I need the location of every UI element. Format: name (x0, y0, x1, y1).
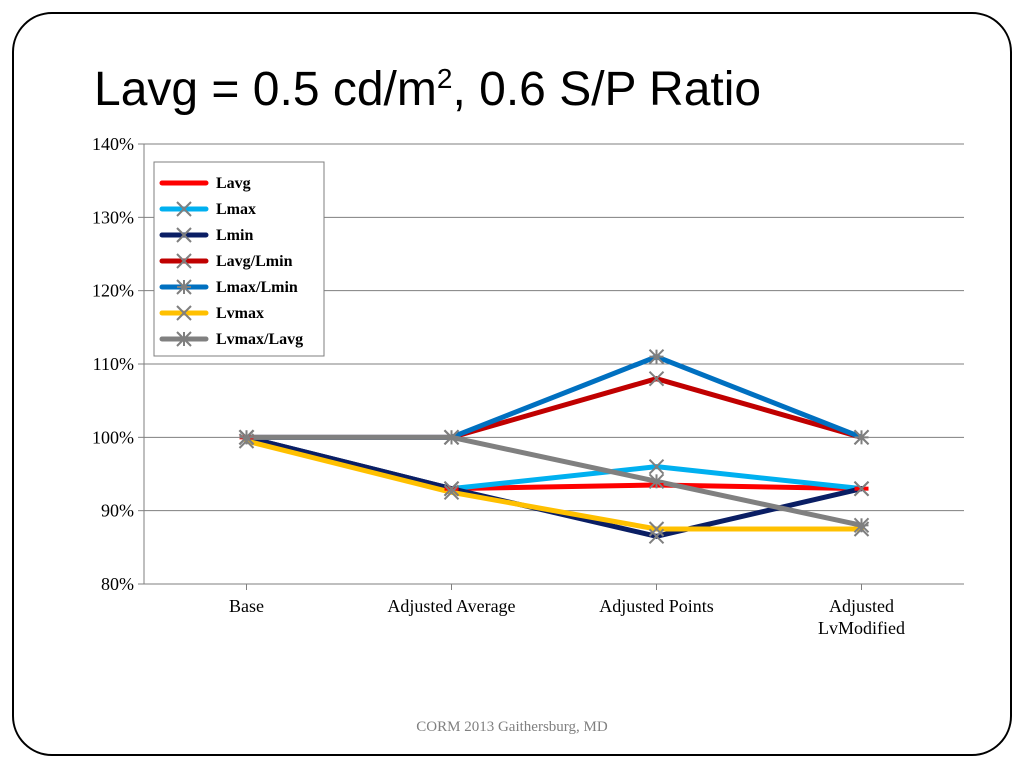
svg-text:Lmin: Lmin (216, 227, 253, 244)
chart-svg: 80%90%100%110%120%130%140%BaseAdjusted A… (84, 144, 964, 664)
svg-text:Lavg: Lavg (216, 175, 251, 192)
svg-text:Lavg/Lmin: Lavg/Lmin (216, 253, 293, 270)
svg-text:Lvmax/Lavg: Lvmax/Lavg (216, 331, 303, 348)
svg-text:Lmax: Lmax (216, 201, 256, 218)
svg-text:140%: 140% (92, 134, 134, 154)
line-chart: 80%90%100%110%120%130%140%BaseAdjusted A… (84, 144, 964, 664)
svg-text:Lvmax: Lvmax (216, 305, 264, 322)
svg-text:Adjusted Points: Adjusted Points (599, 596, 714, 616)
footer-text: CORM 2013 Gaithersburg, MD (14, 719, 1010, 736)
svg-text:Lmax/Lmin: Lmax/Lmin (216, 279, 298, 296)
svg-text:Base: Base (229, 596, 264, 616)
title-part-1: Lavg = 0.5 cd/m (94, 63, 437, 116)
svg-text:80%: 80% (101, 574, 134, 594)
svg-text:120%: 120% (92, 281, 134, 301)
svg-text:90%: 90% (101, 501, 134, 521)
svg-text:Adjusted Average: Adjusted Average (387, 596, 515, 616)
svg-text:LvModified: LvModified (818, 618, 905, 638)
page-title: Lavg = 0.5 cd/m2, 0.6 S/P Ratio (94, 62, 761, 117)
svg-text:130%: 130% (92, 207, 134, 227)
svg-text:110%: 110% (93, 354, 134, 374)
title-sup: 2 (437, 63, 453, 94)
svg-text:Adjusted: Adjusted (829, 596, 894, 616)
title-part-2: , 0.6 S/P Ratio (452, 63, 761, 116)
slide-frame: Lavg = 0.5 cd/m2, 0.6 S/P Ratio 80% 90% 10… (12, 12, 1012, 756)
svg-text:100%: 100% (92, 427, 134, 447)
